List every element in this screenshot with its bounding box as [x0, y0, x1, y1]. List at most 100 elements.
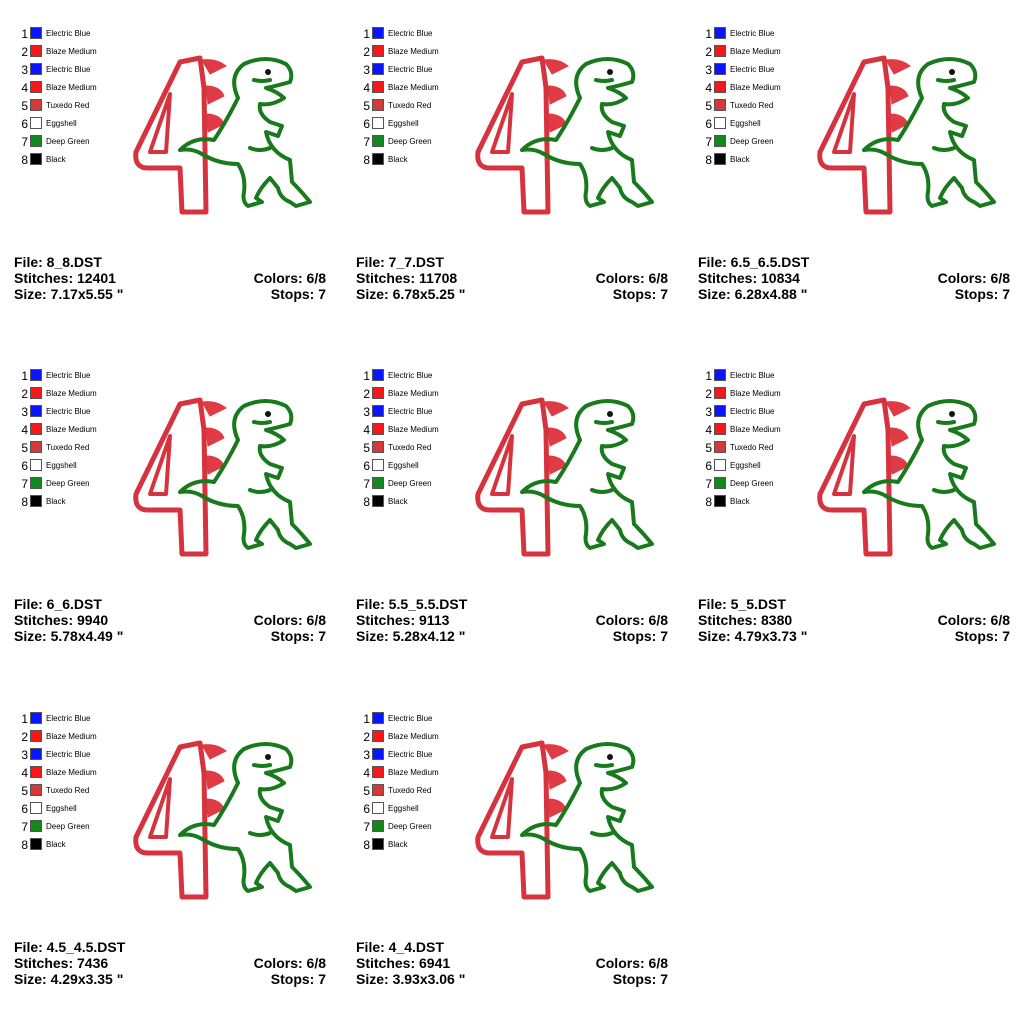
stop-count: Stops: 7 [954, 286, 1010, 302]
legend-number: 3 [705, 405, 712, 419]
legend-color-name: Deep Green [730, 137, 774, 146]
color-legend: 1 Electric Blue 2 Blaze Medium 3 Electric Blu… [360, 26, 500, 170]
legend-row: 7 Deep Green [18, 819, 158, 837]
color-swatch [30, 459, 42, 471]
legend-row: 1 Electric Blue [360, 711, 500, 729]
legend-color-name: Blaze Medium [46, 389, 97, 398]
legend-color-name: Electric Blue [46, 29, 91, 38]
stop-count: Stops: 7 [270, 971, 326, 987]
color-swatch [30, 495, 42, 507]
color-swatch [714, 63, 726, 75]
legend-number: 4 [705, 81, 712, 95]
legend-color-name: Eggshell [730, 461, 761, 470]
legend-color-name: Tuxedo Red [388, 101, 432, 110]
legend-row: 7 Deep Green [702, 476, 842, 494]
embroidery-design-preview [804, 52, 1004, 218]
legend-number: 8 [21, 838, 28, 852]
legend-row: 1 Electric Blue [702, 26, 842, 44]
stop-count: Stops: 7 [270, 286, 326, 302]
design-size: Size: 6.78x5.25 " [356, 286, 466, 302]
legend-number: 6 [705, 459, 712, 473]
legend-row: 6 Eggshell [18, 801, 158, 819]
legend-color-name: Eggshell [46, 804, 77, 813]
legend-row: 3 Electric Blue [702, 62, 842, 80]
color-swatch [372, 802, 384, 814]
legend-color-name: Electric Blue [46, 407, 91, 416]
color-swatch [372, 153, 384, 165]
legend-row: 3 Electric Blue [18, 62, 158, 80]
design-card: 1 Electric Blue 2 Blaze Medium 3 Electric Blu… [698, 26, 1024, 326]
legend-number: 4 [21, 423, 28, 437]
dinosaur-eye [607, 754, 613, 760]
color-swatch [30, 784, 42, 796]
color-swatch [714, 81, 726, 93]
legend-row: 8 Black [360, 494, 500, 512]
legend-color-name: Tuxedo Red [730, 443, 774, 452]
legend-number: 5 [21, 99, 28, 113]
legend-number: 6 [21, 117, 28, 131]
stop-count: Stops: 7 [270, 628, 326, 644]
legend-row: 5 Tuxedo Red [702, 98, 842, 116]
color-swatch [714, 117, 726, 129]
legend-row: 6 Eggshell [702, 458, 842, 476]
color-swatch [372, 135, 384, 147]
color-swatch [30, 387, 42, 399]
stitch-count: Stitches: 9113 [356, 612, 450, 628]
color-swatch [372, 63, 384, 75]
color-swatch [714, 387, 726, 399]
legend-number: 8 [363, 838, 370, 852]
legend-color-name: Black [388, 497, 408, 506]
legend-row: 1 Electric Blue [18, 368, 158, 386]
legend-number: 8 [363, 495, 370, 509]
legend-color-name: Blaze Medium [730, 47, 781, 56]
legend-color-name: Blaze Medium [388, 425, 439, 434]
legend-number: 2 [363, 730, 370, 744]
legend-number: 5 [363, 99, 370, 113]
color-swatch [714, 477, 726, 489]
legend-number: 8 [705, 153, 712, 167]
legend-color-name: Blaze Medium [388, 389, 439, 398]
number-four-outline [475, 55, 551, 215]
stitch-count: Stitches: 12401 [14, 270, 116, 286]
color-swatch [30, 838, 42, 850]
dinosaur-eye [265, 69, 271, 75]
legend-row: 3 Electric Blue [360, 404, 500, 422]
color-swatch [372, 369, 384, 381]
legend-color-name: Black [46, 840, 66, 849]
legend-number: 2 [363, 45, 370, 59]
legend-color-name: Blaze Medium [46, 425, 97, 434]
legend-color-name: Tuxedo Red [388, 786, 432, 795]
legend-number: 2 [21, 387, 28, 401]
color-swatch [30, 423, 42, 435]
design-size: Size: 4.29x3.35 " [14, 971, 124, 987]
color-swatch [30, 730, 42, 742]
legend-color-name: Eggshell [388, 119, 419, 128]
color-swatch [372, 423, 384, 435]
design-card: 1 Electric Blue 2 Blaze Medium 3 Electric Blu… [356, 26, 686, 326]
legend-color-name: Electric Blue [388, 750, 433, 759]
legend-color-name: Tuxedo Red [46, 786, 90, 795]
stop-count: Stops: 7 [612, 971, 668, 987]
color-swatch [30, 99, 42, 111]
color-swatch [30, 63, 42, 75]
dinosaur-eye [265, 411, 271, 417]
legend-number: 1 [705, 369, 712, 383]
legend-number: 5 [21, 441, 28, 455]
legend-number: 2 [21, 730, 28, 744]
file-name: File: 6_6.DST [14, 596, 102, 612]
legend-row: 2 Blaze Medium [360, 729, 500, 747]
number-four-inner [490, 434, 514, 496]
color-swatch [30, 802, 42, 814]
legend-color-name: Eggshell [46, 119, 77, 128]
legend-number: 6 [363, 459, 370, 473]
legend-color-name: Blaze Medium [46, 83, 97, 92]
dinosaur-eye [265, 754, 271, 760]
legend-color-name: Tuxedo Red [46, 101, 90, 110]
color-swatch [30, 748, 42, 760]
number-four-inner [832, 92, 856, 154]
number-four-inner [148, 777, 172, 839]
color-swatch [30, 441, 42, 453]
file-name: File: 7_7.DST [356, 254, 444, 270]
dinosaur [520, 742, 654, 893]
legend-color-name: Blaze Medium [388, 47, 439, 56]
